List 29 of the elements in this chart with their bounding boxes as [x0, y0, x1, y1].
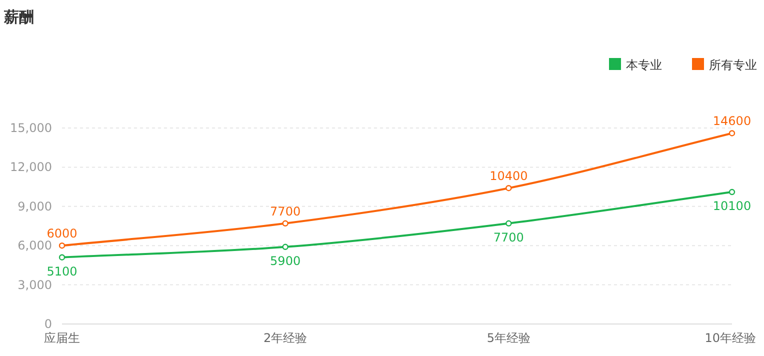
- point: [728, 188, 736, 196]
- point: [506, 220, 512, 226]
- y-tick-label: 15,000: [10, 121, 52, 135]
- chart-title: 薪酬: [3, 8, 34, 26]
- point: [282, 220, 288, 226]
- point: [58, 254, 66, 260]
- data-label: 5100: [46, 264, 78, 278]
- x-tick-label: 应届生: [44, 331, 80, 345]
- data-label: 7700: [270, 204, 301, 218]
- data-label: 5900: [270, 254, 301, 268]
- x-tick-label: 5年经验: [486, 331, 530, 345]
- y-tick-label: 9,000: [18, 199, 52, 214]
- data-label: 7700: [493, 230, 524, 244]
- point: [58, 242, 66, 249]
- legend-label: 本专业: [626, 58, 662, 72]
- y-tick-label: 6,000: [18, 238, 52, 253]
- point: [506, 185, 512, 192]
- legend-label: 所有专业: [709, 58, 757, 72]
- data-label: 6000: [46, 226, 78, 241]
- x-tick-label: 10年经验: [704, 331, 756, 345]
- point: [282, 244, 288, 250]
- data-label: 14600: [712, 114, 752, 128]
- y-tick-label: 3,000: [18, 278, 52, 292]
- y-tick-label: 0: [44, 317, 52, 331]
- y-tick-label: 12,000: [10, 160, 52, 174]
- data-label: 10400: [490, 169, 528, 184]
- x-tick-label: 2年经验: [264, 331, 308, 345]
- data-label: 10100: [712, 199, 752, 214]
- point: [728, 130, 736, 136]
